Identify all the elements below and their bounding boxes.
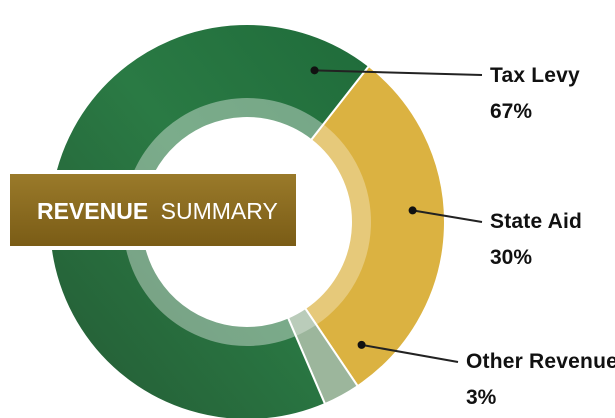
- inner-ring-other-revenue: [287, 308, 317, 336]
- slice-state-aid: [303, 64, 446, 388]
- title-bold: REVENUE: [37, 198, 148, 224]
- inner-highlight-ring: [122, 97, 371, 346]
- title-box-fill: [10, 174, 296, 246]
- slice-tax-levy: [48, 23, 371, 418]
- inner-ring-tax-levy: [122, 97, 324, 346]
- leader-dot-tax-levy: [310, 66, 319, 75]
- leader-line-tax-levy: [314, 69, 483, 76]
- leader-lines: [310, 66, 483, 363]
- leader-dot-state-aid: [408, 206, 417, 215]
- leader-dot-other-revenue: [357, 340, 366, 349]
- title-box: REVENUE SUMMARY: [6, 170, 300, 250]
- slice-label-tax-levy: Tax Levy: [490, 64, 580, 87]
- slice-label-state-aid: State Aid: [490, 210, 582, 233]
- slice-value-tax-levy: 67%: [490, 100, 532, 123]
- label-tax-levy: Tax Levy 67%: [490, 64, 580, 123]
- leader-line-other-revenue: [361, 343, 459, 363]
- title-text: REVENUE SUMMARY: [37, 198, 278, 224]
- label-state-aid: State Aid 30%: [490, 210, 582, 269]
- label-other-revenue: Other Revenue 3%: [466, 350, 615, 409]
- donut-slices: [48, 23, 446, 418]
- inner-ring-state-aid: [305, 124, 371, 325]
- slice-value-state-aid: 30%: [490, 246, 532, 269]
- slice-value-other-revenue: 3%: [466, 386, 497, 409]
- slice-label-other-revenue: Other Revenue: [466, 350, 615, 373]
- title-normal: SUMMARY: [161, 198, 278, 224]
- leader-line-state-aid: [412, 209, 483, 223]
